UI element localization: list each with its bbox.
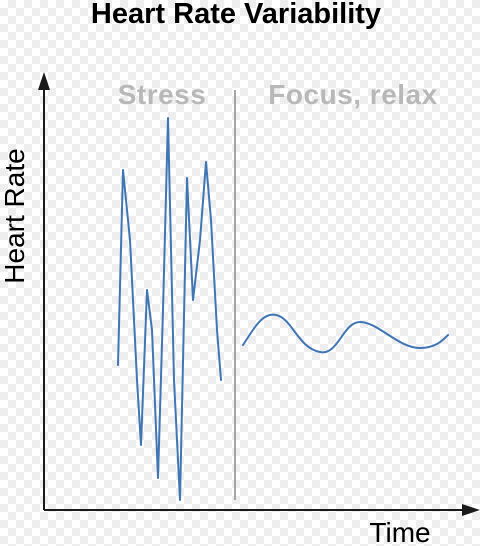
y-axis-arrow-icon [38, 72, 50, 90]
stress-heart-rate-line [117, 117, 222, 501]
x-axis-label: Time [369, 517, 430, 546]
diagram-title: Heart Rate Variability [91, 0, 381, 30]
y-axis-label: Heart Rate [0, 148, 30, 283]
region-label-focus-relax: Focus, relax [268, 79, 437, 110]
relax-heart-rate-line [242, 313, 449, 354]
region-label-stress: Stress [118, 79, 207, 110]
x-axis-arrow-icon [462, 504, 480, 516]
